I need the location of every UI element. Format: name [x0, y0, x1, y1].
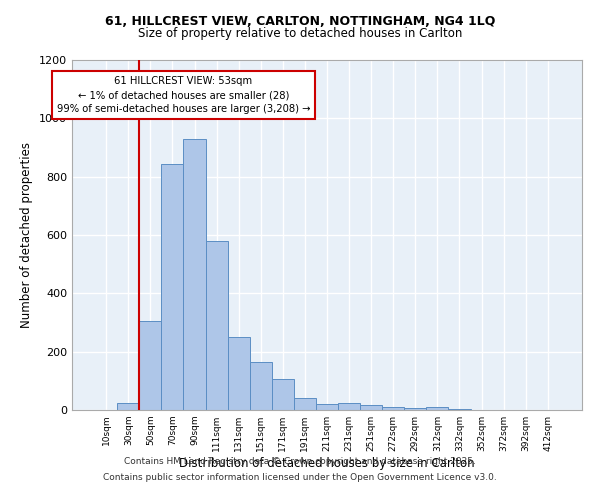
Text: 61, HILLCREST VIEW, CARLTON, NOTTINGHAM, NG4 1LQ: 61, HILLCREST VIEW, CARLTON, NOTTINGHAM,…	[105, 15, 495, 28]
Text: Contains HM Land Registry data © Crown copyright and database right 2025.: Contains HM Land Registry data © Crown c…	[124, 458, 476, 466]
Bar	[382, 407, 404, 410]
Text: 61 HILLCREST VIEW: 53sqm
← 1% of detached houses are smaller (28)
99% of semi-de: 61 HILLCREST VIEW: 53sqm ← 1% of detache…	[57, 76, 310, 114]
Bar	[206, 241, 227, 410]
Text: Size of property relative to detached houses in Carlton: Size of property relative to detached ho…	[138, 28, 462, 40]
Bar	[404, 408, 427, 410]
Bar	[117, 402, 139, 410]
Bar	[272, 380, 294, 410]
Bar	[316, 404, 338, 410]
Bar	[294, 398, 316, 410]
Bar	[227, 337, 250, 410]
Bar	[427, 407, 448, 410]
Bar	[338, 402, 360, 410]
Bar	[360, 405, 382, 410]
Bar	[250, 362, 272, 410]
Text: Contains public sector information licensed under the Open Government Licence v3: Contains public sector information licen…	[103, 472, 497, 482]
X-axis label: Distribution of detached houses by size in Carlton: Distribution of detached houses by size …	[179, 457, 475, 470]
Bar	[139, 321, 161, 410]
Bar	[184, 139, 206, 410]
Bar	[448, 408, 470, 410]
Y-axis label: Number of detached properties: Number of detached properties	[20, 142, 34, 328]
Bar	[161, 164, 184, 410]
